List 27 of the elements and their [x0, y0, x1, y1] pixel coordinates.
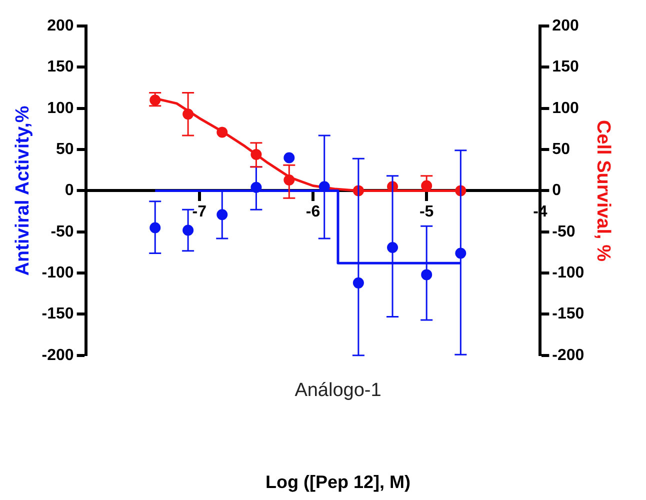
- y2-tick-label: -50: [552, 223, 576, 240]
- y-axis-title: Antiviral Activity,%: [12, 106, 34, 276]
- y-tick-label: 100: [47, 100, 74, 117]
- y2-tick-label: -200: [552, 346, 584, 364]
- x-tick-label: -6: [306, 204, 320, 221]
- point: [284, 152, 295, 164]
- x-tick-label: -7: [192, 204, 207, 221]
- y-tick-label: -100: [42, 264, 74, 282]
- y2-tick-label: 0: [552, 182, 562, 200]
- y-tick-label: -150: [42, 306, 74, 323]
- y2-tick-label: 100: [552, 100, 579, 117]
- y2-tick-label: -100: [552, 264, 584, 282]
- point: [216, 126, 228, 138]
- text: Log ([Pep 12], M): [264, 472, 412, 493]
- y2-axis-title: Cell Survival, %: [592, 120, 614, 262]
- y2-tick-label: 150: [552, 58, 579, 76]
- y2-tick-label: 50: [552, 140, 570, 158]
- x-tick-label: -5: [419, 204, 434, 221]
- y-tick-label: -200: [42, 346, 74, 364]
- y-tick-label: -50: [50, 223, 74, 240]
- y-tick-label: 50: [56, 140, 74, 158]
- y2-tick-label: 200: [552, 17, 579, 34]
- y-tick-label: 150: [47, 58, 74, 76]
- text: Análogo-1: [294, 380, 382, 402]
- y-tick-label: 0: [64, 182, 74, 200]
- y-tick-label: 200: [47, 17, 74, 34]
- y2-tick-label: -150: [552, 306, 584, 323]
